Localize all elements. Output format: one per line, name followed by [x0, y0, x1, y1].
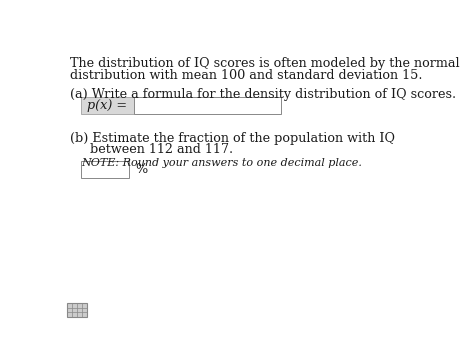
Text: The distribution of IQ scores is often modeled by the normal: The distribution of IQ scores is often m…: [70, 57, 460, 70]
FancyBboxPatch shape: [81, 162, 129, 178]
FancyBboxPatch shape: [134, 97, 281, 114]
Text: distribution with mean 100 and standard deviation 15.: distribution with mean 100 and standard …: [70, 69, 423, 82]
Text: between 112 and 117.: between 112 and 117.: [70, 143, 233, 156]
FancyBboxPatch shape: [81, 97, 134, 114]
Text: (a) Write a formula for the density distribution of IQ scores.: (a) Write a formula for the density dist…: [70, 88, 456, 101]
Text: %: %: [135, 163, 147, 176]
Text: NOTE: Round your answers to one decimal place.: NOTE: Round your answers to one decimal …: [81, 158, 362, 167]
Text: (b) Estimate the fraction of the population with IQ: (b) Estimate the fraction of the populat…: [70, 132, 395, 145]
FancyBboxPatch shape: [67, 303, 87, 317]
Text: p(x) =: p(x) =: [87, 99, 128, 112]
